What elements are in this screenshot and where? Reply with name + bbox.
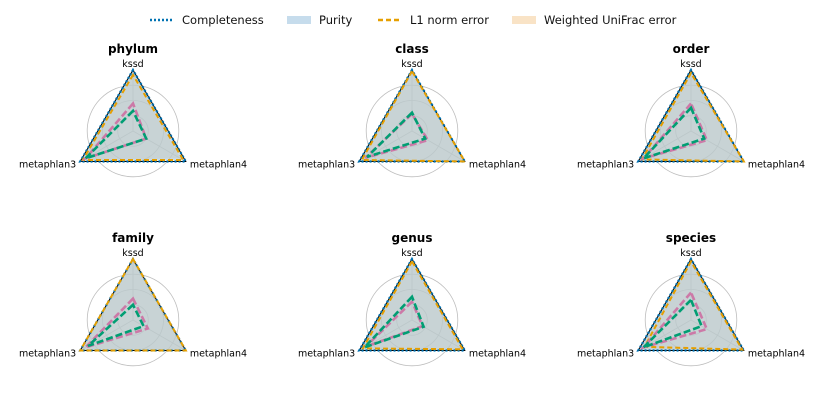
series-l1-norm-error	[640, 71, 746, 163]
axis-label-metaphlan4: metaphlan4	[748, 349, 805, 360]
chart-panels: phylum kssd metaphlan3 metaphlan4 class kssd m…	[19, 42, 805, 367]
series-overlay-pink	[81, 100, 148, 162]
series-purity	[638, 259, 744, 351]
series-completeness	[78, 67, 188, 163]
axis-label-metaphlan4: metaphlan4	[190, 349, 247, 360]
radar-panel-genus: genus kssd metaphlan3 metaphlan4	[298, 231, 526, 367]
radar-panel-phylum: phylum kssd metaphlan3 metaphlan4	[19, 42, 247, 178]
series-l1-norm-error	[360, 69, 467, 163]
axis-label-metaphlan3: metaphlan3	[298, 349, 355, 360]
legend-label: L1 norm error	[410, 13, 489, 27]
legend-label: Purity	[319, 13, 352, 27]
radar-panel-family: family kssd metaphlan3 metaphlan4	[19, 231, 247, 367]
series-purity	[638, 70, 744, 162]
legend-entry: Weighted UniFrac error	[512, 13, 677, 27]
series-overlay-green	[366, 110, 428, 159]
axis-label-kssd: kssd	[680, 59, 701, 70]
series-overlay-green	[642, 105, 706, 160]
series-overlay-pink	[639, 290, 709, 350]
series-purity	[80, 70, 184, 162]
axis-label-metaphlan3: metaphlan3	[577, 160, 634, 171]
legend-entry: Completeness	[150, 13, 264, 27]
axis-label-kssd: kssd	[122, 59, 143, 70]
series-purity	[359, 259, 465, 351]
panel-title: class	[395, 42, 429, 56]
series-overlay-green	[642, 297, 704, 349]
legend-label: Completeness	[182, 13, 264, 27]
legend-label: Weighted UniFrac error	[544, 13, 677, 27]
legend-swatch	[512, 16, 536, 24]
axis-label-metaphlan4: metaphlan4	[469, 160, 526, 171]
axis-label-kssd: kssd	[401, 248, 422, 259]
axis-label-metaphlan4: metaphlan4	[748, 160, 805, 171]
axis-label-kssd: kssd	[680, 248, 701, 259]
axis-label-metaphlan3: metaphlan3	[19, 160, 76, 171]
series-overlay-green	[84, 108, 149, 160]
series-completeness	[636, 67, 746, 163]
series-overlay-pink	[84, 296, 150, 349]
legend-entry: Purity	[287, 13, 352, 27]
panel-title: family	[112, 231, 154, 245]
series-l1-norm-error	[81, 72, 185, 161]
panel-title: phylum	[108, 42, 158, 56]
series-completeness	[636, 256, 746, 352]
series-l1-norm-error	[642, 259, 744, 351]
axis-label-metaphlan4: metaphlan4	[190, 160, 247, 171]
panel-title: order	[673, 42, 710, 56]
legend-entry: L1 norm error	[378, 13, 489, 27]
series-overlay-green	[87, 302, 146, 348]
radar-panel-order: order kssd metaphlan3 metaphlan4	[577, 42, 805, 178]
series-overlay-green	[363, 294, 426, 349]
radar-panel-class: class kssd metaphlan3 metaphlan4	[298, 42, 526, 178]
axis-label-metaphlan3: metaphlan3	[298, 160, 355, 171]
radar-panel-species: species kssd metaphlan3 metaphlan4	[577, 231, 805, 367]
series-l1-norm-error	[78, 256, 188, 352]
legend-swatch	[287, 16, 311, 24]
chart-legend: Completeness Purity L1 norm error Weighted …	[150, 13, 677, 27]
series-completeness	[357, 256, 467, 352]
axis-label-metaphlan3: metaphlan3	[19, 349, 76, 360]
axis-label-metaphlan3: metaphlan3	[577, 349, 634, 360]
panel-title: genus	[392, 231, 433, 245]
panel-title: species	[666, 231, 716, 245]
axis-label-kssd: kssd	[401, 59, 422, 70]
axis-label-metaphlan4: metaphlan4	[469, 349, 526, 360]
axis-label-kssd: kssd	[122, 248, 143, 259]
series-l1-norm-error	[361, 259, 465, 351]
